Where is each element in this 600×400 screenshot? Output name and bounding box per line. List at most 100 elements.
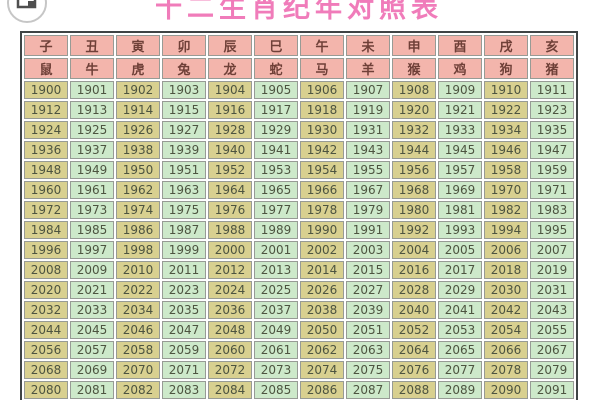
year-cell: 2048 [208,321,252,339]
year-cell: 2025 [254,281,298,299]
branch-cell: 巳 [254,35,298,56]
year-cell: 1950 [116,161,160,179]
year-cell: 1993 [438,221,482,239]
year-cell: 1924 [24,121,68,139]
year-cell: 1945 [438,141,482,159]
year-cell: 1944 [392,141,436,159]
year-cell: 1995 [530,221,574,239]
animal-cell: 牛 [70,58,114,79]
branch-cell: 寅 [116,35,160,56]
year-cell: 2038 [300,301,344,319]
year-cell: 1988 [208,221,252,239]
year-cell: 2023 [162,281,206,299]
year-cell: 1978 [300,201,344,219]
year-cell: 1961 [70,181,114,199]
year-cell: 1953 [254,161,298,179]
year-cell: 1928 [208,121,252,139]
year-cell: 1919 [346,101,390,119]
year-cell: 1911 [530,81,574,99]
year-cell: 1958 [484,161,528,179]
year-cell: 1929 [254,121,298,139]
year-cell: 1965 [254,181,298,199]
year-cell: 1947 [530,141,574,159]
year-cell: 1902 [116,81,160,99]
year-cell: 2003 [346,241,390,259]
year-cell: 2064 [392,341,436,359]
year-cell: 1900 [24,81,68,99]
year-cell: 2016 [392,261,436,279]
year-cell: 1974 [116,201,160,219]
table-row: 1960 1961 1962 1963 1964 1965 1966 1967 1968 1969… [24,181,574,199]
year-cell: 1969 [438,181,482,199]
year-cell: 2060 [208,341,252,359]
branch-cell: 丑 [70,35,114,56]
year-cell: 2029 [438,281,482,299]
table-row: 1948 1949 1950 1951 1952 1953 1954 1955 1956 1957… [24,161,574,179]
year-cell: 1971 [530,181,574,199]
year-cell: 1926 [116,121,160,139]
branch-cell: 戌 [484,35,528,56]
year-cell: 2061 [254,341,298,359]
year-cell: 1979 [346,201,390,219]
year-cell: 2085 [254,381,298,399]
year-cell: 1963 [162,181,206,199]
year-cell: 1922 [484,101,528,119]
year-cell: 2065 [438,341,482,359]
year-cell: 2002 [300,241,344,259]
animal-cell: 鼠 [24,58,68,79]
table-row: 2068 2069 2070 2071 2072 2073 2074 2075 2076 2077… [24,361,574,379]
table-row: 2008 2009 2010 2011 2012 2013 2014 2015 2016 2017… [24,261,574,279]
year-cell: 1990 [300,221,344,239]
year-cell: 2042 [484,301,528,319]
year-cell: 2027 [346,281,390,299]
year-cell: 2073 [254,361,298,379]
year-cell: 2068 [24,361,68,379]
year-cell: 1957 [438,161,482,179]
year-cell: 1943 [346,141,390,159]
year-cell: 1908 [392,81,436,99]
year-cell: 2089 [438,381,482,399]
year-cell: 1930 [300,121,344,139]
animal-cell: 龙 [208,58,252,79]
year-cell: 2072 [208,361,252,379]
table-row: 1996 1997 1998 1999 2000 2001 2002 2003 2004 2005… [24,241,574,259]
year-cell: 1949 [70,161,114,179]
year-cell: 2020 [24,281,68,299]
year-cell: 1916 [208,101,252,119]
table-row: 2020 2021 2022 2023 2024 2025 2026 2027 2028 2029… [24,281,574,299]
year-cell: 1940 [208,141,252,159]
year-cell: 1999 [162,241,206,259]
year-cell: 2078 [484,361,528,379]
year-cell: 2052 [392,321,436,339]
branch-cell: 午 [300,35,344,56]
year-cell: 1966 [300,181,344,199]
animal-cell: 蛇 [254,58,298,79]
year-cell: 1906 [300,81,344,99]
animal-cell: 猴 [392,58,436,79]
year-cell: 2010 [116,261,160,279]
year-cell: 2028 [392,281,436,299]
year-cell: 2044 [24,321,68,339]
table-row: 2056 2057 2058 2059 2060 2061 2062 2063 2064 2065… [24,341,574,359]
year-cell: 2076 [392,361,436,379]
year-cell: 1910 [484,81,528,99]
animal-cell: 羊 [346,58,390,79]
year-cell: 1996 [24,241,68,259]
year-cell: 2033 [70,301,114,319]
branch-cell: 辰 [208,35,252,56]
year-cell: 2084 [208,381,252,399]
year-cell: 1980 [392,201,436,219]
table-row: 1984 1985 1986 1987 1988 1989 1990 1991 1992 1993… [24,221,574,239]
year-cell: 2009 [70,261,114,279]
year-cell: 2049 [254,321,298,339]
year-cell: 1946 [484,141,528,159]
year-cell: 2015 [346,261,390,279]
header-row: 子丑寅卯辰巳午未申酉戌亥 [24,35,574,56]
year-cell: 1909 [438,81,482,99]
year-cell: 2070 [116,361,160,379]
branch-cell: 酉 [438,35,482,56]
year-cell: 2079 [530,361,574,379]
year-cell: 1977 [254,201,298,219]
table-row: 2080 2081 2082 2083 2084 2085 2086 2087 2088 2089… [24,381,574,399]
year-cell: 1959 [530,161,574,179]
